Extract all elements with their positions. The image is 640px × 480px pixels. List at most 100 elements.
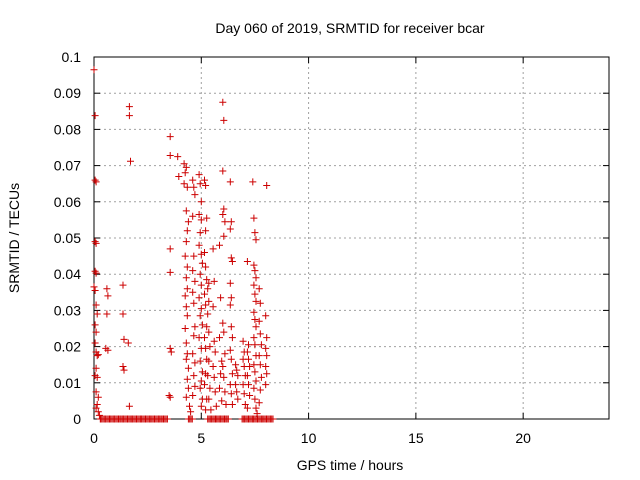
data-point [218, 357, 226, 365]
data-point [226, 346, 234, 354]
data-point [93, 401, 101, 408]
data-point [202, 344, 210, 352]
data-point [92, 328, 100, 336]
data-point [234, 395, 242, 403]
data-point [197, 216, 205, 224]
data-point [182, 238, 190, 246]
y-tick-label: 0.08 [54, 121, 81, 137]
data-point [196, 180, 204, 188]
data-point [201, 334, 208, 342]
data-point [90, 283, 98, 291]
data-point [93, 352, 101, 360]
x-axis-label: GPS time / hours [297, 457, 404, 473]
data-point [202, 263, 210, 271]
data-point [166, 245, 174, 253]
data-point [191, 323, 199, 331]
data-point [94, 408, 102, 416]
data-point [182, 207, 190, 215]
data-point [255, 352, 263, 360]
data-point [125, 112, 133, 120]
data-point [90, 66, 98, 74]
data-point [94, 393, 102, 401]
data-point [120, 335, 128, 343]
data-point [184, 364, 192, 372]
data-point [250, 361, 258, 369]
data-point [103, 310, 111, 318]
data-point [224, 415, 232, 423]
data-point [190, 252, 198, 260]
data-point [206, 384, 214, 392]
data-point [189, 212, 197, 220]
data-point [94, 351, 102, 359]
data-point [195, 241, 203, 249]
data-point [228, 370, 236, 378]
data-point [91, 176, 99, 184]
data-point [209, 363, 217, 370]
data-point [209, 303, 217, 311]
data-point [240, 390, 248, 398]
data-point [201, 381, 208, 389]
data-point [183, 312, 191, 320]
data-point [219, 319, 227, 327]
data-point [189, 288, 197, 296]
data-point [257, 341, 265, 349]
data-point [227, 355, 235, 363]
x-tick-label: 15 [408, 430, 424, 446]
data-point [183, 263, 191, 271]
data-point [166, 344, 174, 352]
data-point [181, 292, 189, 300]
plot-frame [93, 56, 610, 420]
data-point [201, 176, 208, 184]
x-tick-label: 5 [197, 430, 205, 446]
data-point [184, 384, 192, 392]
data-point [197, 305, 205, 313]
data-point [255, 317, 263, 325]
data-point [195, 294, 203, 302]
data-point [245, 355, 252, 363]
data-point [262, 312, 270, 320]
data-point [197, 250, 205, 258]
data-point [104, 346, 112, 354]
x-tick-labels: 0 5 10 15 20 [90, 430, 531, 446]
data-point [205, 357, 213, 365]
data-point [255, 285, 263, 293]
data-point [243, 404, 251, 412]
data-point [262, 381, 270, 389]
data-point [119, 281, 127, 289]
data-points [90, 66, 277, 423]
data-point [219, 363, 227, 370]
data-point [183, 375, 191, 383]
data-point [190, 299, 198, 307]
y-axis-label: SRMTID / TECUs [6, 183, 22, 293]
data-point [251, 316, 259, 323]
data-point [187, 408, 195, 416]
data-point [165, 392, 173, 399]
data-point [182, 274, 190, 282]
data-point [191, 277, 199, 285]
data-point [219, 211, 227, 218]
data-point [239, 337, 247, 345]
data-point [189, 392, 197, 399]
data-point [205, 279, 213, 287]
data-point [197, 377, 205, 385]
data-point [195, 211, 203, 218]
data-point [104, 292, 112, 300]
data-point [226, 279, 234, 287]
data-point [205, 328, 213, 336]
data-point [228, 334, 236, 342]
data-point [211, 348, 219, 356]
data-point [175, 173, 183, 180]
data-point [241, 401, 249, 408]
y-tick-label: 0.07 [54, 158, 81, 174]
y-tick-label: 0.04 [54, 266, 81, 282]
data-point [92, 269, 100, 277]
data-point [250, 334, 258, 342]
data-point [182, 339, 190, 347]
data-point [124, 339, 132, 347]
data-point [211, 388, 219, 396]
grid [94, 57, 609, 419]
y-tick-label: 0.06 [54, 194, 81, 210]
data-point [216, 241, 223, 249]
data-point [119, 310, 127, 318]
data-point [227, 218, 235, 226]
